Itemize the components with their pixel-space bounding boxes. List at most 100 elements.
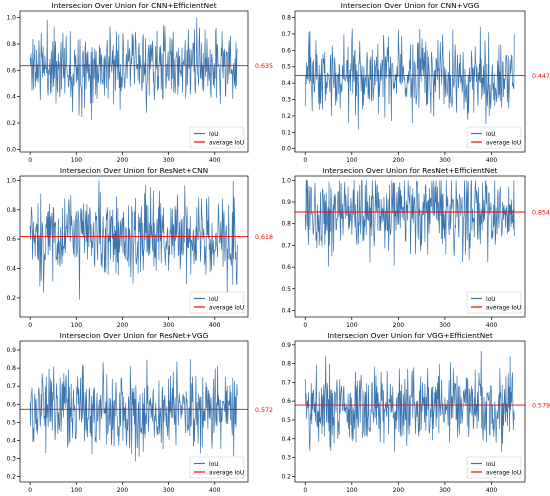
x-tick-label: 200 [393, 157, 405, 164]
x-tick-label: 300 [163, 322, 175, 329]
x-tick-label: 100 [71, 157, 83, 164]
x-tick-label: 300 [439, 487, 451, 494]
x-tick-label: 300 [439, 157, 451, 164]
iou-series-line [29, 359, 238, 462]
x-tick-label: 400 [486, 322, 498, 329]
x-tick-label: 100 [71, 487, 83, 494]
x-tick-label: 400 [486, 487, 498, 494]
y-tick-label: 0.1 [281, 129, 291, 136]
axes-frame [19, 340, 249, 483]
x-tick-label: 200 [393, 322, 405, 329]
x-tick-label: 100 [346, 157, 358, 164]
y-tick-label: 0.7 [281, 31, 291, 38]
chart-title: Intersecion Over Union for ResNet+CNN [60, 166, 208, 175]
x-tick-label: 300 [163, 487, 175, 494]
y-tick-label: 0.2 [281, 473, 291, 480]
average-iou-value-label: 0.579 [532, 403, 550, 410]
y-tick-label: 0.3 [281, 455, 291, 462]
y-tick-label: 0.4 [6, 94, 16, 101]
x-tick-label: 400 [209, 157, 221, 164]
y-tick-label: 0.2 [6, 474, 16, 481]
legend-iou-label: IoU [486, 462, 496, 468]
y-tick-label: 0.6 [281, 398, 291, 405]
legend-box [466, 291, 522, 314]
x-tick-label: 0 [28, 157, 32, 164]
x-tick-label: 100 [71, 322, 83, 329]
y-tick-label: 0.6 [6, 236, 16, 243]
y-tick-label: 0.6 [281, 47, 291, 54]
legend-average-label: average IoU [209, 470, 244, 476]
axes-frame [294, 175, 526, 318]
axes-frame [19, 10, 249, 153]
y-tick-label: 0.8 [281, 221, 291, 228]
chart-title: Intersecion Over Union for ResNet+VGG [60, 331, 209, 340]
subplot-6: Intersecion Over Union for VGG+Efficient… [281, 331, 550, 494]
y-tick-label: 0.4 [281, 436, 291, 443]
y-tick-label: 0.2 [281, 113, 291, 120]
y-tick-label: 0.9 [6, 347, 16, 354]
x-tick-label: 0 [28, 487, 32, 494]
y-tick-label: 1.0 [281, 177, 291, 184]
legend-box [466, 126, 522, 149]
x-tick-label: 200 [117, 487, 129, 494]
y-tick-label: 0.4 [6, 437, 16, 444]
y-tick-label: 0.8 [281, 361, 291, 368]
legend-average-label: average IoU [209, 305, 244, 311]
iou-series-line [304, 179, 515, 267]
y-tick-label: 0.3 [281, 97, 291, 104]
y-tick-label: 0.4 [281, 307, 291, 314]
legend: IoU average IoU [189, 126, 245, 149]
y-tick-label: 0.4 [281, 80, 291, 87]
y-tick-label: 0.6 [6, 401, 16, 408]
legend: IoU average IoU [466, 456, 522, 479]
y-tick-label: 1.0 [6, 15, 16, 22]
x-tick-label: 0 [28, 322, 32, 329]
iou-series-line [304, 27, 515, 130]
x-tick-label: 400 [209, 322, 221, 329]
y-tick-label: 0.2 [6, 295, 16, 302]
y-tick-label: 0.2 [6, 120, 16, 127]
y-tick-label: 0.5 [281, 417, 291, 424]
y-tick-label: 0.3 [6, 456, 16, 463]
legend-box [189, 456, 245, 479]
y-tick-label: 1.0 [6, 177, 16, 184]
y-tick-label: 0.8 [6, 207, 16, 214]
x-tick-label: 200 [393, 487, 405, 494]
legend-iou-label: IoU [486, 297, 496, 303]
y-tick-label: 0.0 [6, 146, 16, 153]
y-tick-label: 0.5 [6, 419, 16, 426]
subplot-4: Intersecion Over Union for ResNet+Effici… [281, 166, 550, 329]
legend-iou-label: IoU [209, 132, 219, 138]
chart-title: Intersecion Over Union for CNN+Efficient… [51, 1, 216, 10]
x-tick-label: 0 [303, 157, 307, 164]
legend-box [189, 126, 245, 149]
x-tick-label: 400 [209, 487, 221, 494]
x-tick-label: 200 [117, 322, 129, 329]
legend-iou-label: IoU [209, 297, 219, 303]
chart-title: Intersecion Over Union for VGG+Efficient… [327, 331, 493, 340]
average-iou-value-label: 0.635 [255, 63, 273, 70]
axes-frame [294, 340, 526, 483]
y-tick-label: 0.8 [6, 41, 16, 48]
legend: IoU average IoU [466, 126, 522, 149]
iou-series-line [29, 17, 238, 120]
x-tick-label: 100 [346, 322, 358, 329]
average-iou-value-label: 0.572 [255, 407, 273, 414]
x-tick-label: 300 [439, 322, 451, 329]
axes-frame [294, 10, 526, 153]
x-tick-label: 0 [303, 322, 307, 329]
y-tick-label: 0.6 [6, 67, 16, 74]
y-tick-label: 0.4 [6, 266, 16, 273]
legend-box [189, 291, 245, 314]
average-iou-value-label: 0.854 [532, 210, 550, 217]
subplot-1: Intersecion Over Union for CNN+Efficient… [6, 1, 273, 164]
x-tick-label: 300 [163, 157, 175, 164]
legend-iou-label: IoU [486, 132, 496, 138]
chart-title: Intersecion Over Union for ResNet+Effici… [322, 166, 497, 175]
chart-title: Intersecion Over Union for CNN+VGG [341, 1, 480, 10]
legend-average-label: average IoU [486, 305, 521, 311]
x-tick-label: 100 [346, 487, 358, 494]
average-iou-value-label: 0.447 [532, 73, 550, 80]
iou-series-line [304, 350, 515, 452]
